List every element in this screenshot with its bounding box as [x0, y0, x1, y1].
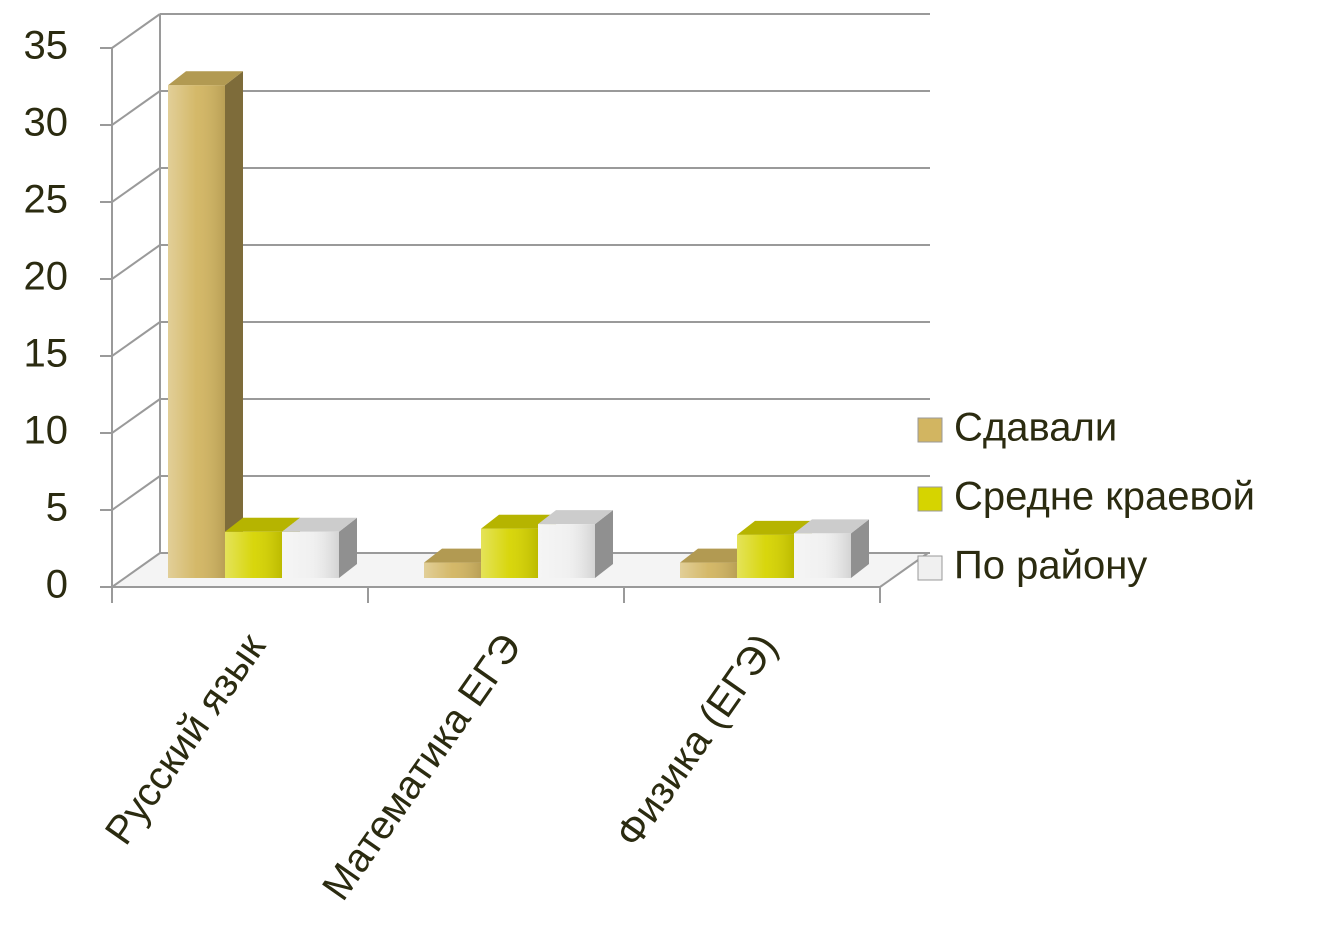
y-tick-label: 30 [24, 101, 69, 145]
bar-top [225, 517, 300, 532]
bar-sheen [680, 562, 737, 578]
bar-top [424, 548, 499, 563]
bar-side-shade [339, 517, 357, 578]
x-tick-label: Математика ЕГЭ [314, 626, 530, 908]
grid-line [111, 244, 161, 280]
bar-top [794, 519, 869, 534]
bar-side-shade [851, 519, 869, 578]
legend-label: Сдавали [954, 406, 1117, 450]
y-tick-label: 10 [24, 409, 69, 453]
legend-swatch [917, 486, 943, 512]
bar-top [168, 71, 243, 86]
bar-side [339, 517, 357, 578]
bar-side-shade [225, 71, 243, 578]
y-tick-label: 15 [24, 332, 69, 376]
bar-top-shade [424, 548, 499, 563]
bar-side [595, 510, 613, 578]
y-tick-label: 20 [24, 255, 69, 299]
bar-top [538, 510, 613, 525]
bar-side [851, 519, 869, 578]
bar-top-shade [794, 519, 869, 534]
y-tick-label: 5 [46, 486, 68, 530]
grid-line [111, 552, 161, 588]
bar-top [481, 514, 556, 529]
grid-line [111, 475, 161, 511]
grid-line [111, 90, 161, 126]
legend-label: Средне краевой [954, 475, 1255, 519]
x-tick-label: Физика (ЕГЭ) [607, 626, 786, 855]
grid-line [111, 13, 161, 49]
bar-sheen [168, 85, 225, 578]
bar-top-shade [225, 517, 300, 532]
bar-top-shade [538, 510, 613, 525]
bar-sheen [737, 534, 794, 578]
legend-swatch [917, 417, 943, 443]
bar-top-shade [680, 548, 755, 563]
bar-top [737, 520, 812, 535]
bar-sheen [424, 562, 481, 578]
bar-top-shade [737, 520, 812, 535]
bar-sheen [538, 524, 595, 578]
bar-sheen [225, 531, 282, 578]
bar-sheen [794, 533, 851, 578]
grid-line [111, 398, 161, 434]
x-tick-label: Русский язык [97, 626, 274, 853]
legend-label: По району [954, 544, 1147, 588]
y-tick-label: 25 [24, 178, 69, 222]
bar-sheen [481, 528, 538, 578]
legend-swatch [917, 555, 943, 581]
bar-top-shade [481, 514, 556, 529]
bar-top [680, 548, 755, 563]
bar-top-shade [168, 71, 243, 86]
y-tick-label: 35 [24, 24, 69, 68]
bar-sheen [282, 531, 339, 578]
bar-side-shade [595, 510, 613, 578]
grid-line [111, 167, 161, 203]
bar-top-shade [282, 517, 357, 532]
y-tick-label: 0 [46, 563, 68, 607]
bar-top [282, 517, 357, 532]
bar-side [225, 71, 243, 578]
grid-line [111, 321, 161, 357]
